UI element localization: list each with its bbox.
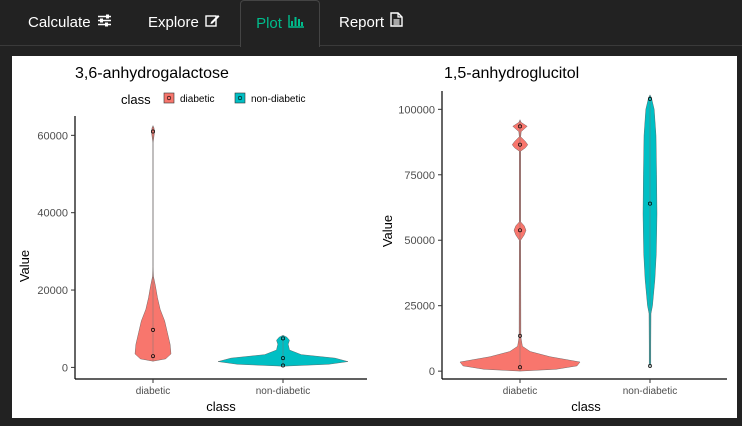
data-point: [648, 363, 652, 368]
y-tick-label: 0: [62, 362, 68, 374]
bar-chart-icon: [288, 1, 304, 47]
tab-report[interactable]: Report: [339, 0, 403, 46]
data-point: [281, 356, 285, 361]
data-point: [518, 365, 522, 370]
y-tick-label: 50000: [404, 235, 435, 247]
legend-title: class: [121, 92, 151, 107]
chart-1-xlabel: class: [206, 399, 236, 414]
y-tick-label: 100000: [398, 104, 435, 116]
tab-explore-label: Explore: [148, 14, 199, 31]
plot-canvas: 3,6-anhydrogalactose Value class class d…: [17, 65, 727, 414]
tab-report-label: Report: [339, 14, 385, 31]
data-point: [281, 336, 285, 341]
legend-item-diabetic: diabetic: [163, 92, 214, 105]
sliders-icon: [97, 0, 112, 46]
x-tick-label: diabetic: [136, 386, 170, 397]
chart-2-xlabel: class: [571, 399, 601, 414]
y-tick-label: 25000: [404, 301, 435, 313]
data-point: [518, 228, 522, 233]
data-point: [151, 327, 155, 332]
tab-explore[interactable]: Explore: [148, 0, 220, 46]
x-tick-label: diabetic: [503, 386, 537, 397]
data-point: [648, 201, 652, 206]
y-tick-label: 40000: [37, 208, 68, 220]
data-point: [518, 142, 522, 147]
legend-key-diabetic: [163, 92, 175, 104]
legend: class diabetic non-diabetic: [121, 92, 305, 107]
legend-key-non-diabetic: [234, 92, 246, 104]
chart-2-title: 1,5-anhydroglucitol: [444, 65, 579, 82]
legend-label-non-diabetic: non-diabetic: [251, 94, 305, 105]
tab-plot[interactable]: Plot: [240, 0, 320, 47]
tab-calculate-label: Calculate: [28, 14, 91, 31]
plot-panel: 3,6-anhydrogalactose Value class class d…: [12, 56, 737, 418]
data-point: [151, 354, 155, 359]
data-point: [648, 96, 652, 101]
main-navbar: Calculate Explore Plot Report: [0, 0, 742, 47]
y-tick-label: 60000: [37, 130, 68, 142]
edit-icon: [205, 0, 220, 46]
x-tick-label: non-diabetic: [623, 386, 677, 397]
chart-2-ylabel: Value: [380, 215, 395, 247]
legend-item-non-diabetic: non-diabetic: [234, 92, 305, 105]
tab-calculate[interactable]: Calculate: [28, 0, 112, 46]
tab-plot-label: Plot: [256, 15, 282, 32]
data-point: [151, 129, 155, 134]
chart-1-ylabel: Value: [17, 250, 32, 282]
y-tick-label: 75000: [404, 170, 435, 182]
data-point: [281, 363, 285, 368]
document-icon: [390, 0, 403, 46]
y-tick-label: 20000: [37, 285, 68, 297]
data-point: [518, 333, 522, 338]
y-tick-label: 0: [429, 366, 435, 378]
chart-1-title: 3,6-anhydrogalactose: [75, 65, 229, 82]
x-tick-label: non-diabetic: [256, 386, 310, 397]
legend-label-diabetic: diabetic: [180, 94, 214, 105]
data-point: [518, 124, 522, 129]
